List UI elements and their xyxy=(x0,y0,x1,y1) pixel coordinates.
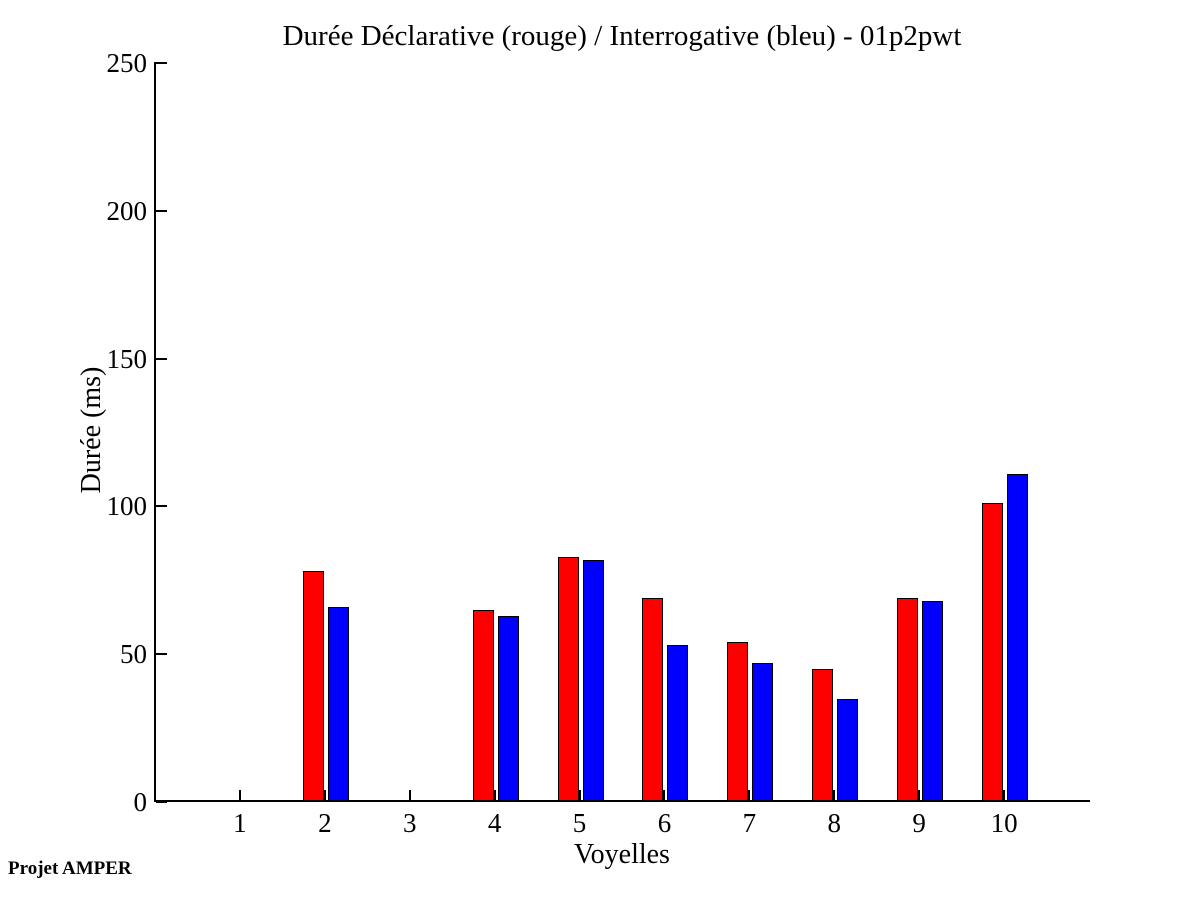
y-axis-label: Durée (ms) xyxy=(76,366,107,494)
y-tick-mark-100 xyxy=(156,505,167,508)
x-tick-mark-1 xyxy=(238,790,241,801)
y-tick-label-200: 200 xyxy=(106,195,148,226)
bar-déclarative-7 xyxy=(727,642,749,801)
x-tick-label-7: 7 xyxy=(742,808,757,838)
bar-interrogative-10 xyxy=(1007,473,1029,801)
bar-interrogative-6 xyxy=(667,645,689,801)
x-tick-label-4: 4 xyxy=(487,808,502,838)
y-axis-line xyxy=(154,62,156,802)
x-tick-label-8: 8 xyxy=(827,808,842,838)
y-tick-mark-50 xyxy=(156,653,167,656)
x-tick-label-2: 2 xyxy=(318,808,332,838)
x-tick-label-6: 6 xyxy=(657,808,672,838)
bar-interrogative-5 xyxy=(582,559,604,801)
x-tick-label-3: 3 xyxy=(402,808,417,838)
bar-déclarative-6 xyxy=(642,598,664,801)
y-tick-label-50: 50 xyxy=(120,639,147,670)
y-tick-mark-0 xyxy=(156,801,167,803)
x-tick-label-9: 9 xyxy=(912,808,926,838)
bar-déclarative-10 xyxy=(982,503,1004,801)
x-tick-mark-7 xyxy=(748,790,751,801)
bar-déclarative-8 xyxy=(812,668,834,801)
x-tick-label-1: 1 xyxy=(233,808,247,838)
x-tick-mark-4 xyxy=(493,790,496,801)
y-tick-label-250: 250 xyxy=(106,48,148,78)
x-tick-label-5: 5 xyxy=(572,808,587,838)
bar-déclarative-5 xyxy=(557,556,579,801)
bar-interrogative-4 xyxy=(497,615,519,801)
bar-déclarative-9 xyxy=(897,598,919,801)
y-tick-mark-250 xyxy=(156,62,167,64)
x-tick-mark-2 xyxy=(323,790,326,801)
x-tick-mark-8 xyxy=(833,790,836,801)
x-tick-label-10: 10 xyxy=(990,808,1018,838)
bar-déclarative-2 xyxy=(302,571,324,801)
y-tick-label-100: 100 xyxy=(106,491,148,522)
x-tick-mark-9 xyxy=(918,790,921,801)
bar-déclarative-4 xyxy=(472,609,494,801)
y-tick-label-0: 0 xyxy=(133,787,148,817)
bar-interrogative-7 xyxy=(752,663,774,801)
x-tick-mark-6 xyxy=(663,790,666,801)
chart-title: Durée Déclarative (rouge) / Interrogativ… xyxy=(282,20,962,52)
y-tick-label-150: 150 xyxy=(106,343,148,374)
x-axis-line xyxy=(154,800,1090,802)
project-credit: Projet AMPER xyxy=(8,858,132,879)
x-tick-mark-3 xyxy=(408,790,411,801)
bar-interrogative-8 xyxy=(837,698,859,801)
y-tick-mark-150 xyxy=(156,357,167,360)
bar-interrogative-9 xyxy=(922,600,944,801)
y-tick-mark-200 xyxy=(156,209,167,212)
x-axis-label: Voyelles xyxy=(574,839,670,870)
x-tick-mark-10 xyxy=(1003,790,1006,801)
bar-interrogative-2 xyxy=(327,606,349,801)
x-tick-mark-5 xyxy=(578,790,581,801)
